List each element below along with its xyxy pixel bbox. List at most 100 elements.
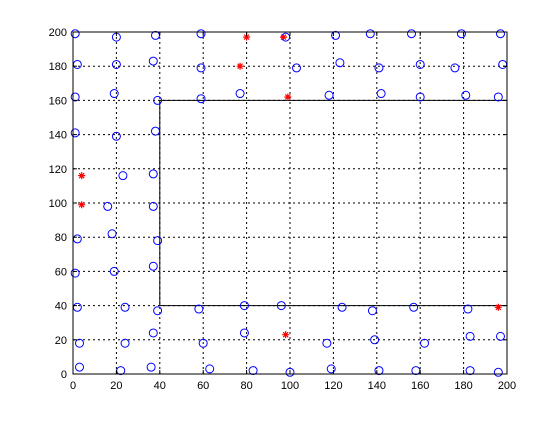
circle-point bbox=[376, 89, 386, 99]
star-point bbox=[243, 33, 251, 41]
circle-point bbox=[465, 366, 475, 376]
circle-point bbox=[194, 304, 204, 314]
circle-point bbox=[248, 366, 258, 376]
star-point bbox=[284, 93, 292, 101]
y-tick-label: 160 bbox=[49, 95, 67, 107]
x-tick-label: 100 bbox=[281, 380, 299, 392]
circle-point bbox=[493, 92, 503, 102]
circle-point bbox=[367, 306, 377, 316]
x-tick-label: 160 bbox=[411, 380, 429, 392]
circle-point bbox=[72, 59, 82, 69]
circle-point bbox=[365, 29, 375, 39]
circle-point bbox=[420, 338, 430, 348]
circle-point bbox=[109, 266, 119, 276]
inner-region bbox=[159, 99, 507, 307]
circle-point bbox=[495, 331, 505, 341]
circle-point bbox=[461, 90, 471, 100]
circle-point bbox=[493, 367, 503, 377]
y-tick-label: 20 bbox=[55, 335, 67, 347]
circle-point bbox=[103, 201, 113, 211]
circle-point bbox=[331, 30, 341, 40]
circle-point bbox=[153, 95, 163, 105]
x-tick-label: 180 bbox=[454, 380, 472, 392]
circle-point bbox=[153, 306, 163, 316]
circle-point bbox=[150, 126, 160, 136]
circle-point bbox=[150, 30, 160, 40]
circle-point bbox=[107, 229, 117, 239]
circle-point bbox=[285, 367, 295, 377]
ticks bbox=[72, 31, 508, 375]
y-tick-label: 180 bbox=[49, 61, 67, 73]
x-tick-label: 40 bbox=[154, 380, 166, 392]
y-tick-labels: 0 20 40 60 80 100 120 140 160 180 200 bbox=[49, 27, 67, 381]
circle-point bbox=[109, 89, 119, 99]
circle-point bbox=[450, 63, 460, 73]
circle-point bbox=[409, 302, 419, 312]
circle-point bbox=[415, 59, 425, 69]
circle-point bbox=[276, 301, 286, 311]
circle-point bbox=[495, 29, 505, 39]
circle-point bbox=[70, 128, 80, 138]
x-tick-label: 140 bbox=[368, 380, 386, 392]
circle-point bbox=[70, 268, 80, 278]
data-points bbox=[70, 29, 508, 377]
circle-point bbox=[118, 171, 128, 181]
circle-point bbox=[72, 234, 82, 244]
circle-point bbox=[75, 362, 85, 372]
circle-point bbox=[148, 201, 158, 211]
x-tick-label: 80 bbox=[240, 380, 252, 392]
circle-point bbox=[70, 92, 80, 102]
y-tick-label: 100 bbox=[49, 198, 67, 210]
circle-point bbox=[235, 89, 245, 99]
circle-point bbox=[146, 362, 156, 372]
circle-point bbox=[116, 366, 126, 376]
circle-point bbox=[196, 29, 206, 39]
circle-point bbox=[324, 90, 334, 100]
circle-point bbox=[411, 366, 421, 376]
circle-point bbox=[292, 63, 302, 73]
circle-point bbox=[205, 364, 215, 374]
star-point bbox=[282, 331, 290, 339]
circle-point bbox=[465, 331, 475, 341]
star-point bbox=[78, 201, 86, 209]
star-point bbox=[279, 33, 287, 41]
circle-point bbox=[111, 131, 121, 141]
circle-point bbox=[148, 56, 158, 66]
circle-point bbox=[370, 335, 380, 345]
circle-point bbox=[120, 302, 130, 312]
grid bbox=[73, 32, 507, 374]
circle-point bbox=[239, 301, 249, 311]
circle-point bbox=[463, 304, 473, 314]
circle-point bbox=[335, 58, 345, 68]
circle-point bbox=[148, 261, 158, 271]
circle-point bbox=[196, 63, 206, 73]
circle-point bbox=[111, 59, 121, 69]
y-tick-label: 80 bbox=[55, 232, 67, 244]
circle-point bbox=[498, 59, 508, 69]
star-point bbox=[78, 172, 86, 180]
y-tick-label: 140 bbox=[49, 130, 67, 142]
x-tick-label: 120 bbox=[324, 380, 342, 392]
circle-point bbox=[148, 328, 158, 338]
circle-point bbox=[322, 338, 332, 348]
y-tick-label: 60 bbox=[55, 266, 67, 278]
circle-point bbox=[198, 338, 208, 348]
circle-point bbox=[456, 29, 466, 39]
circle-point bbox=[239, 328, 249, 338]
circle-point bbox=[326, 364, 336, 374]
circle-point bbox=[70, 29, 80, 39]
star-point bbox=[494, 303, 502, 311]
x-tick-label: 200 bbox=[498, 380, 516, 392]
circle-point bbox=[337, 302, 347, 312]
circle-point bbox=[196, 94, 206, 104]
circle-point bbox=[415, 92, 425, 102]
y-tick-label: 0 bbox=[61, 369, 67, 381]
x-tick-label: 60 bbox=[197, 380, 209, 392]
x-tick-label: 20 bbox=[110, 380, 122, 392]
x-tick-label: 0 bbox=[70, 380, 76, 392]
x-tick-labels: 0 20 40 60 80 100 120 140 160 180 200 bbox=[70, 380, 516, 392]
circle-point bbox=[148, 169, 158, 179]
circle-point bbox=[72, 302, 82, 312]
